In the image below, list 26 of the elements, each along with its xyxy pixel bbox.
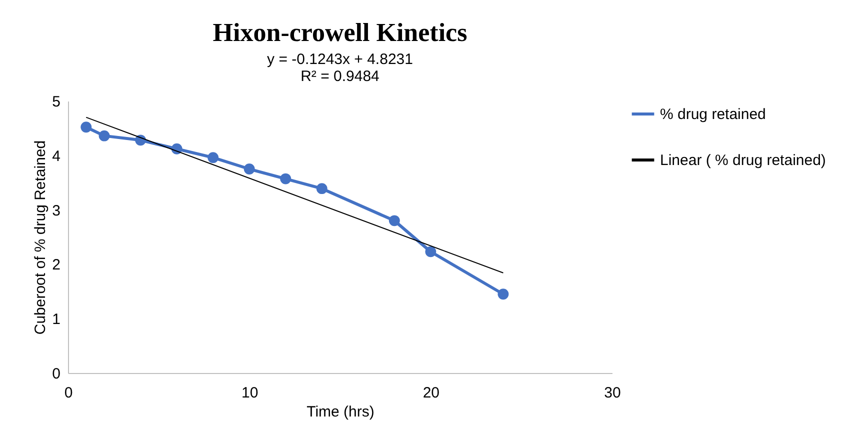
text: R² = 0.9484 xyxy=(300,68,380,85)
point xyxy=(244,164,255,174)
point xyxy=(80,122,92,133)
x-tick-label: 0 xyxy=(64,384,73,402)
point xyxy=(498,288,509,300)
y-tick-label: 4 xyxy=(52,148,60,165)
point xyxy=(425,246,436,258)
y-tick-label: 5 xyxy=(52,94,60,110)
y-tick-label: 3 xyxy=(52,202,60,220)
x-tick-label: 30 xyxy=(604,384,621,402)
y-tick-label: 0 xyxy=(52,366,60,382)
x-tick-label: 20 xyxy=(422,384,440,402)
point xyxy=(316,183,328,194)
y-axis-title: Cuberoot of % drug Retained xyxy=(32,140,50,335)
point xyxy=(208,152,219,164)
point xyxy=(388,215,400,226)
x-tick-label: 10 xyxy=(241,384,258,402)
x-axis-title: Time (hrs) xyxy=(306,404,374,420)
y-tick-label: 2 xyxy=(52,256,60,274)
legend-label: Linear ( % drug retained) xyxy=(660,152,826,169)
text: y = -0.1243x + 4.8231 xyxy=(267,51,413,68)
point xyxy=(280,173,292,184)
point xyxy=(98,130,110,142)
legend-label: % drug retained xyxy=(660,106,766,123)
y-tick-label: 1 xyxy=(52,311,60,328)
chart-title: Hixon-crowell Kinetics xyxy=(212,18,468,47)
